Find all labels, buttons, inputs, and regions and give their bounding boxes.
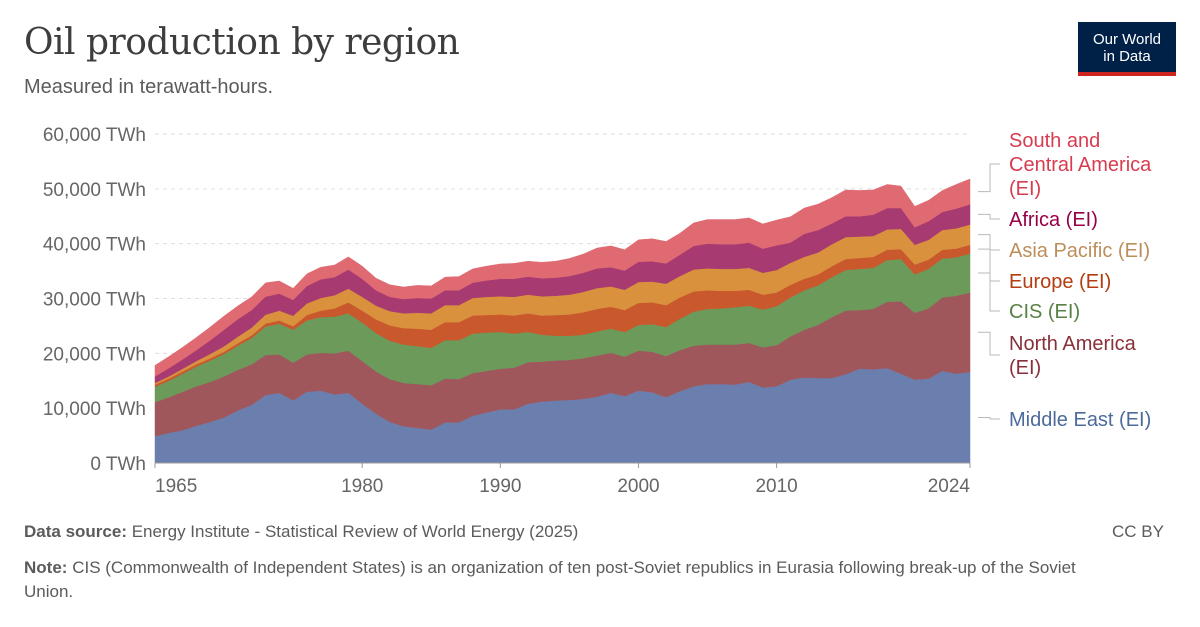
label-connector <box>978 213 1000 220</box>
series-label[interactable]: Africa (EI) <box>1009 209 1098 231</box>
note-label: Note: <box>24 558 68 577</box>
chart-title: Oil production by region <box>24 22 460 63</box>
series-label[interactable]: CIS (EI) <box>1009 301 1080 323</box>
chart-subtitle: Measured in terawatt-hours. <box>24 76 274 98</box>
area-south-and-central-america-ei[interactable] <box>154 178 971 377</box>
series-label[interactable]: Middle East (EI) <box>1009 409 1151 431</box>
note-text: CIS (Commonwealth of Independent States)… <box>24 558 1076 601</box>
chart-note: Note: CIS (Commonwealth of Independent S… <box>24 556 1124 604</box>
label-connector <box>978 416 1000 420</box>
logo-line-2: in Data <box>1103 48 1151 65</box>
x-tick-label: 2010 <box>755 476 797 497</box>
area-series <box>154 178 971 464</box>
y-tick-label: 40,000 TWh <box>43 235 146 256</box>
label-connector <box>978 248 1000 282</box>
y-tick-label: 50,000 TWh <box>43 180 146 201</box>
x-tick-label: 1980 <box>341 476 383 497</box>
series-label[interactable]: South and Central America (EI) <box>1009 130 1152 200</box>
x-tick-label: 2024 <box>928 476 971 497</box>
series-label[interactable]: Asia Pacific (EI) <box>1009 240 1150 262</box>
y-tick-label: 10,000 TWh <box>43 399 146 420</box>
data-source: Data source: Energy Institute - Statisti… <box>24 522 578 542</box>
owid-logo[interactable]: Our World in Data <box>1078 22 1176 76</box>
y-tick-label: 60,000 TWh <box>43 125 146 146</box>
x-tick-label: 1990 <box>479 476 521 497</box>
x-tick-label: 2000 <box>617 476 659 497</box>
y-tick-label: 30,000 TWh <box>43 290 146 311</box>
source-text: Energy Institute - Statistical Review of… <box>131 522 579 541</box>
label-connector <box>978 272 1000 312</box>
series-label[interactable]: North America (EI) <box>1009 333 1137 379</box>
license-link[interactable]: CC BY <box>1112 522 1164 541</box>
logo-line-1: Our World <box>1092 31 1162 48</box>
label-connector <box>978 331 1000 356</box>
series-label[interactable]: Europe (EI) <box>1009 271 1111 293</box>
x-tick-label: 1965 <box>155 476 197 497</box>
label-connector <box>978 163 1000 193</box>
y-tick-label: 0 TWh <box>90 454 146 475</box>
axes: 0 TWh 10,000 TWh 20,000 TWh 30,000 TWh 40,00… <box>43 125 971 497</box>
label-connector <box>978 234 1000 251</box>
source-label: Data source: <box>24 522 127 541</box>
y-tick-label: 20,000 TWh <box>43 344 146 365</box>
series-labels: Middle East (EI) North America (EI) CIS (EI… <box>978 130 1152 431</box>
